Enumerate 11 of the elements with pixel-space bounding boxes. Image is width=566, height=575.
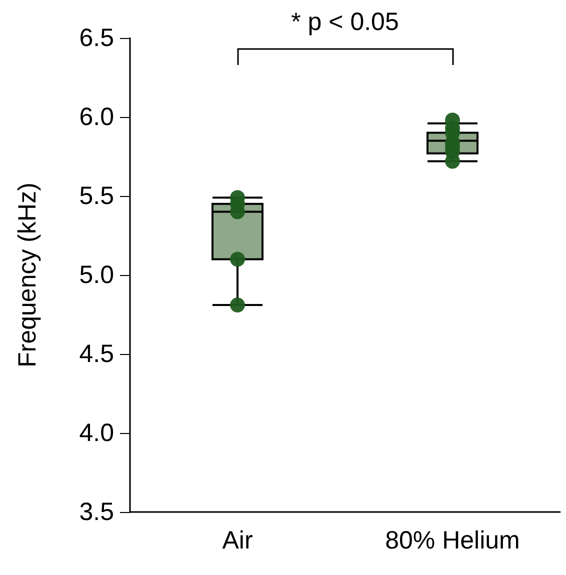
y-tick-label: 6.5 (79, 24, 114, 52)
y-axis-title: Frequency (kHz) (14, 182, 42, 368)
y-tick-label: 4.0 (79, 419, 114, 447)
y-tick-label: 6.0 (79, 103, 114, 131)
x-tick-label: 80% Helium (385, 526, 520, 554)
x-tick-label: Air (222, 526, 253, 554)
y-tick-label: 3.5 (79, 498, 114, 526)
y-tick-label: 5.5 (79, 182, 114, 210)
y-tick-label: 4.5 (79, 340, 114, 368)
y-tick-label: 5.0 (79, 261, 114, 289)
text: * p < 0.05 (290, 8, 400, 37)
